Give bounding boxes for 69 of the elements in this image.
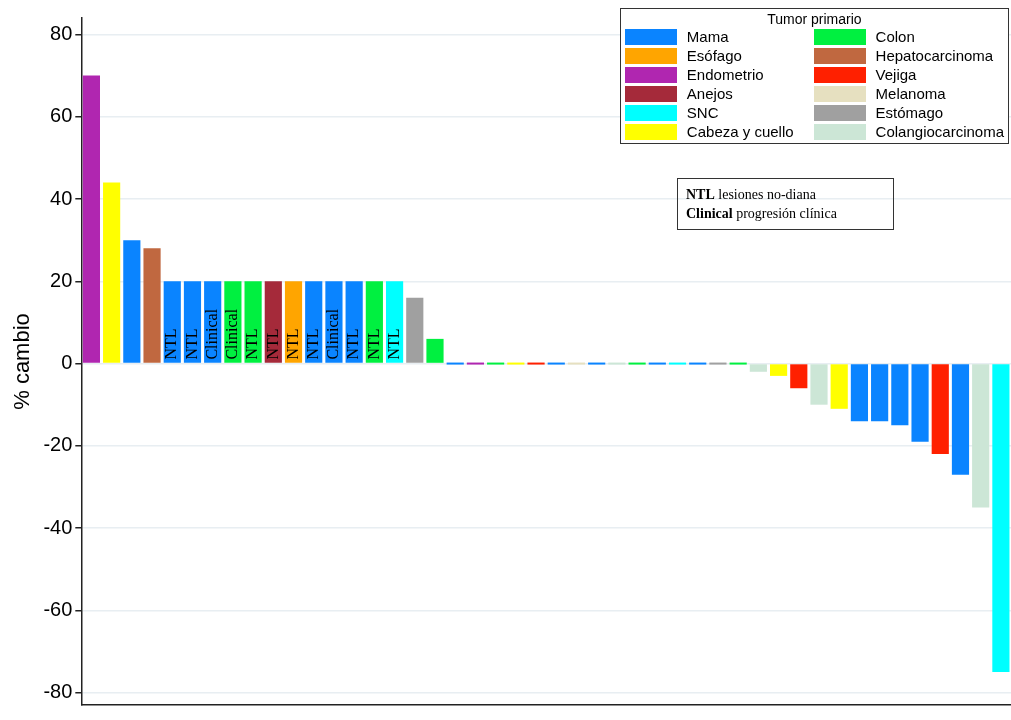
bar [972, 364, 990, 508]
data-label: NTL [263, 328, 281, 360]
data-label: NTL [364, 328, 382, 360]
legend-label: SNC [686, 104, 719, 121]
legend-label: Estómago [875, 104, 944, 121]
annotation: Clinical progresión clínica [686, 205, 837, 223]
data-label: NTL [344, 328, 362, 360]
bar [911, 364, 929, 442]
y-axis-title: % cambio [9, 313, 35, 410]
bar [931, 364, 949, 455]
bar [850, 364, 869, 422]
data-label: Clinical [223, 308, 241, 360]
y-tick-label: -80 [43, 680, 73, 703]
bar [143, 248, 161, 363]
bar [547, 362, 565, 365]
bar [487, 362, 505, 365]
data-label: NTL [384, 328, 402, 360]
legend-label: Hepatocarcinoma [875, 47, 994, 64]
note-box: NTL lesiones no-diana Clinical progresión clínica [677, 178, 894, 230]
bar [123, 240, 141, 363]
y-tick-label: -60 [43, 597, 73, 620]
data-label: NTL [283, 328, 301, 360]
bar [628, 362, 646, 365]
data-label: NTL [182, 328, 200, 360]
y-tick-label: 0 [61, 351, 73, 374]
bar [729, 362, 747, 365]
legend-label: Anejos [686, 85, 733, 102]
data-label: Clinical [324, 308, 342, 360]
legend-label: Esófago [686, 47, 742, 64]
data-label: Clinical [202, 308, 220, 360]
y-tick-label: -40 [43, 515, 73, 538]
data-label: NTL [162, 328, 180, 360]
bar [769, 364, 788, 376]
bar [790, 364, 808, 389]
legend-label: Colon [875, 28, 915, 45]
bar [891, 364, 909, 426]
bar [992, 364, 1010, 673]
bar [406, 297, 424, 363]
y-tick-label: -20 [43, 433, 73, 456]
bar [951, 364, 970, 475]
bar [830, 364, 848, 409]
bar [527, 362, 545, 365]
bar [749, 364, 767, 372]
annotation: NTL lesiones no-diana [686, 186, 817, 204]
legend-label: Vejiga [875, 66, 917, 83]
data-label: NTL [243, 328, 261, 360]
bar [588, 362, 606, 365]
y-tick-label: 80 [50, 21, 73, 44]
y-tick-label: 60 [50, 104, 73, 127]
legend-label: Endometrio [686, 66, 764, 83]
bar [810, 364, 828, 405]
bar [507, 362, 525, 365]
bar [82, 75, 100, 363]
bar [466, 362, 485, 365]
bar [871, 364, 889, 422]
legend-label: Cabeza y cuello [686, 123, 794, 140]
legend-label: Mama [686, 28, 729, 45]
legend-label: Melanoma [875, 85, 946, 102]
bar [689, 362, 707, 365]
legend-label: Colangiocarcinoma [875, 123, 1004, 140]
data-label: NTL [303, 328, 321, 360]
bar [668, 362, 687, 365]
bar [103, 182, 121, 363]
bar [648, 362, 666, 365]
y-tick-label: 20 [50, 268, 73, 291]
y-tick-label: 40 [50, 186, 73, 209]
bar [446, 362, 464, 365]
bar [426, 338, 444, 363]
legend-title: Tumor primario [766, 11, 863, 27]
